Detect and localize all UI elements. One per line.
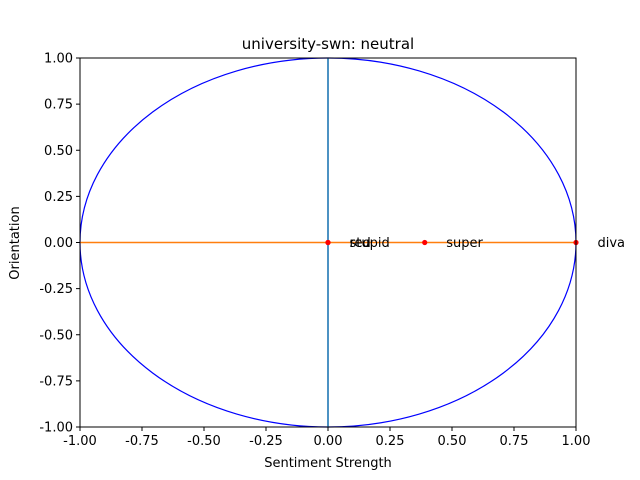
y-tick-label: -0.25 [39,282,73,297]
x-axis-label: Sentiment Strength [264,456,392,471]
x-tick-label: -0.50 [187,434,221,449]
point-label-red: red [350,236,371,251]
data-point-super [422,239,428,246]
x-tick-label: 0.00 [314,434,343,449]
y-tick-label: 0.75 [44,98,73,113]
y-tick-label: 0.50 [44,144,73,159]
point-label-super: super [446,236,483,251]
x-tick-label: -0.75 [125,434,159,449]
x-tick-label: -0.25 [249,434,283,449]
plot-frame [79,57,577,428]
y-tick-label: 0.25 [44,190,73,205]
y-tick-label: -0.50 [39,328,73,343]
chart-title: university-swn: neutral [242,35,414,53]
point-label-diva: diva [598,236,626,251]
point-label-stupid: stupid [350,236,390,251]
y-tick-label: -1.00 [39,421,73,436]
x-tick-label: 0.50 [438,434,467,449]
y-axis-label: Orientation [8,206,23,279]
data-point-stupid [325,239,331,246]
y-tick-label: 0.00 [44,236,73,251]
y-tick-label: 1.00 [44,52,73,67]
x-tick-label: -1.00 [63,434,97,449]
x-tick-label: 1.00 [562,434,591,449]
y-tick-label: -0.75 [39,374,73,389]
x-tick-label: 0.25 [376,434,405,449]
x-tick-label: 0.75 [500,434,529,449]
